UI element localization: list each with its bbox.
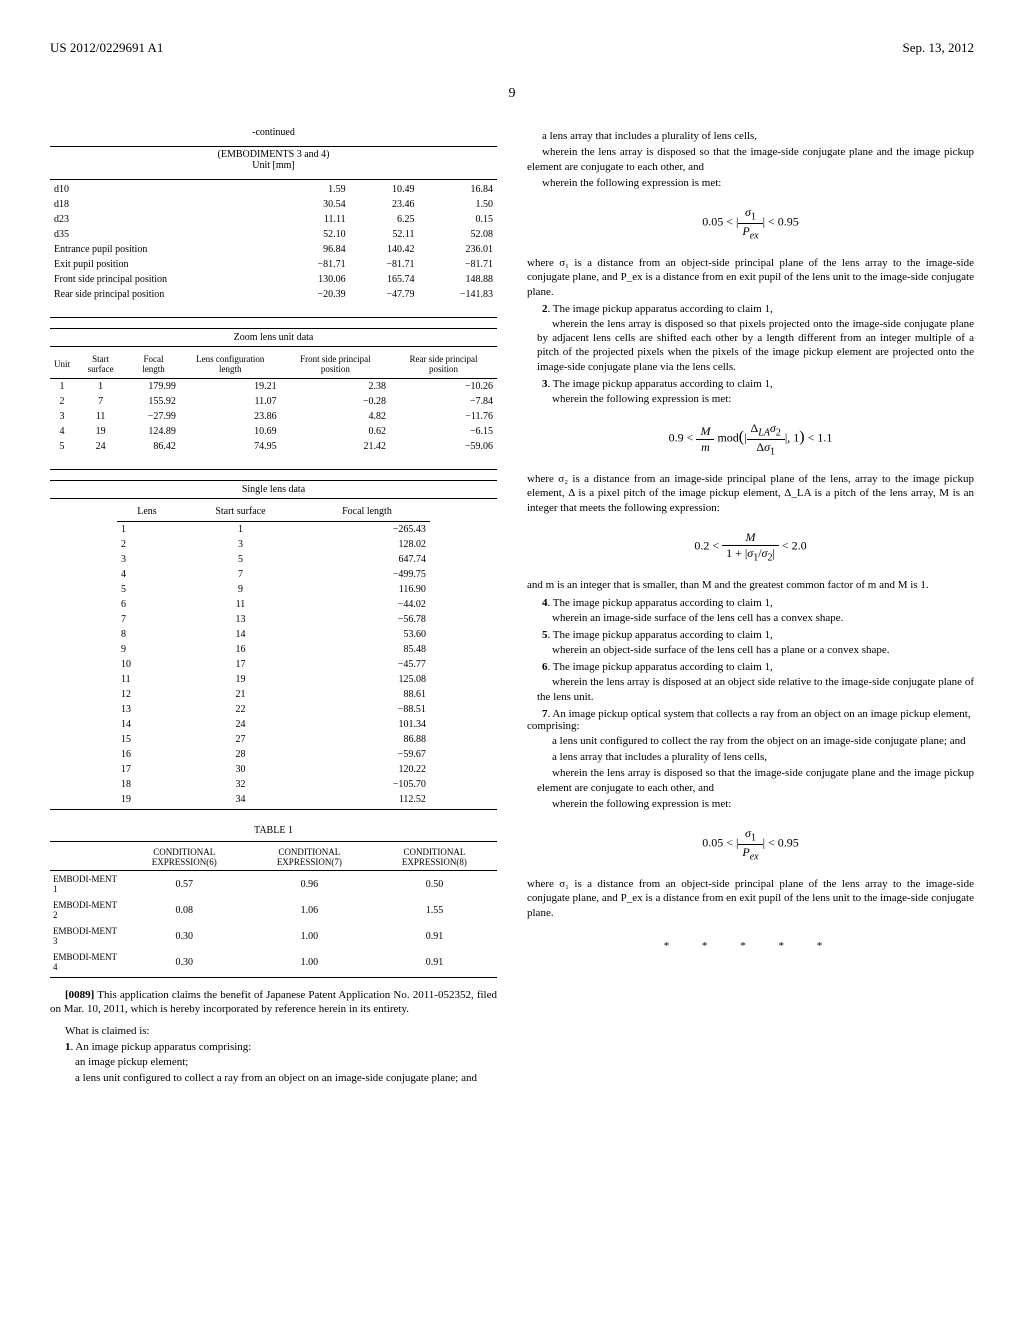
single-lens-table: LensStart surfaceFocal length 11−265.432… xyxy=(117,504,430,807)
claim-1c: a lens array that includes a plurality o… xyxy=(527,129,974,143)
table1-label: TABLE 1 xyxy=(50,825,497,836)
table-row: 311−27.9923.864.82−11.76 xyxy=(50,409,497,424)
table-row: Entrance pupil position96.84140.42236.01 xyxy=(50,242,497,257)
left-column: -continued (EMBODIMENTS 3 and 4) Unit [m… xyxy=(50,127,497,1085)
claim-1f: where σ₁ is a distance from an object-si… xyxy=(527,256,974,299)
table-row: 52486.4274.9521.42−59.06 xyxy=(50,439,497,454)
claim-7c: wherein the lens array is disposed so th… xyxy=(527,766,974,795)
content-columns: -continued (EMBODIMENTS 3 and 4) Unit [m… xyxy=(50,127,974,1085)
table-row: EMBODI-MENT 40.301.000.91 xyxy=(50,949,497,975)
table-row: Rear side principal position−20.39−47.79… xyxy=(50,287,497,302)
table-row: 713−56.78 xyxy=(117,612,430,627)
claim-1e: wherein the following expression is met: xyxy=(527,176,974,190)
table-row: 152786.88 xyxy=(117,732,430,747)
pub-number: US 2012/0229691 A1 xyxy=(50,40,163,56)
claim-4: 4. The image pickup apparatus according … xyxy=(527,597,974,609)
claim-7e: where σ₁ is a distance from an object-si… xyxy=(527,877,974,920)
table-row: Front side principal position130.06165.7… xyxy=(50,272,497,287)
claim-4a: wherein an image-side surface of the len… xyxy=(527,611,974,625)
claim-2a: wherein the lens array is disposed so th… xyxy=(527,317,974,374)
claim-2: 2. The image pickup apparatus according … xyxy=(527,303,974,315)
table-row: 1017−45.77 xyxy=(117,657,430,672)
para-num: [0089] xyxy=(65,989,94,1001)
pub-date: Sep. 13, 2012 xyxy=(903,40,975,56)
zoom-header: Zoom lens unit data xyxy=(50,328,497,347)
table-row: 11179.9919.212.38−10.26 xyxy=(50,379,497,395)
claim-7a: a lens unit configured to collect the ra… xyxy=(527,734,974,748)
table-row: 11−265.43 xyxy=(117,522,430,538)
table-row: EMBODI-MENT 30.301.000.91 xyxy=(50,923,497,949)
table-row: 27155.9211.07−0.28−7.84 xyxy=(50,394,497,409)
claim-3b: where σ₂ is a distance from an image-sid… xyxy=(527,472,974,515)
claim-7d: wherein the following expression is met: xyxy=(527,797,974,811)
table-row: 1832−105.70 xyxy=(117,777,430,792)
table-row: EMBODI-MENT 20.081.061.55 xyxy=(50,897,497,923)
formula-2: 0.9 < Mm mod(|ΔLAσ2Δσ1|, 1) < 1.1 xyxy=(527,421,974,457)
claim-5a: wherein an object-side surface of the le… xyxy=(527,643,974,657)
table-row: 91685.48 xyxy=(117,642,430,657)
table-row: 35647.74 xyxy=(117,552,430,567)
what-claimed: What is claimed is: xyxy=(50,1025,497,1037)
continued-label: -continued xyxy=(50,127,497,138)
table-row: EMBODI-MENT 10.570.960.50 xyxy=(50,871,497,898)
table-row: 81453.60 xyxy=(117,627,430,642)
claim-5: 5. The image pickup apparatus according … xyxy=(527,629,974,641)
page-number: 9 xyxy=(50,86,974,102)
right-column: a lens array that includes a plurality o… xyxy=(527,127,974,1085)
claim-1a: an image pickup element; xyxy=(50,1055,497,1069)
table-row: 611−44.02 xyxy=(117,597,430,612)
claim-1d: wherein the lens array is disposed so th… xyxy=(527,145,974,174)
table-row: d3552.1052.1152.08 xyxy=(50,227,497,242)
para-0089: [0089] This application claims the benef… xyxy=(50,988,497,1017)
table-row: 1119125.08 xyxy=(117,672,430,687)
table-row: 1934112.52 xyxy=(117,792,430,807)
misc-data-table: d101.5910.4916.84d1830.5423.461.50d2311.… xyxy=(50,182,497,302)
table-row: 59116.90 xyxy=(117,582,430,597)
table-row: 419124.8910.690.62−6.15 xyxy=(50,424,497,439)
table-row: 1628−59.67 xyxy=(117,747,430,762)
table-row: 1322−88.51 xyxy=(117,702,430,717)
page-header: US 2012/0229691 A1 Sep. 13, 2012 xyxy=(50,40,974,56)
units-subtitle: (EMBODIMENTS 3 and 4) Unit [mm] xyxy=(50,149,497,171)
table-row: d1830.5423.461.50 xyxy=(50,197,497,212)
claim-3: 3. The image pickup apparatus according … xyxy=(527,378,974,390)
table-row: 1730120.22 xyxy=(117,762,430,777)
table-row: 47−499.75 xyxy=(117,567,430,582)
formula-1: 0.05 < |σ1Pex| < 0.95 xyxy=(527,205,974,241)
zoom-table: UnitStart surfaceFocal lengthLens config… xyxy=(50,352,497,454)
claim-1: 1. An image pickup apparatus comprising: xyxy=(50,1041,497,1053)
claim-6: 6. The image pickup apparatus according … xyxy=(527,661,974,673)
claim-3a: wherein the following expression is met: xyxy=(527,392,974,406)
claim-6a: wherein the lens array is disposed at an… xyxy=(527,675,974,704)
formula-3: 0.2 < M1 + |σ1/σ2| < 2.0 xyxy=(527,530,974,563)
claim-3c: and m is an integer that is smaller, tha… xyxy=(527,578,974,592)
para-text: This application claims the benefit of J… xyxy=(50,989,497,1015)
table-row: Exit pupil position−81.71−81.71−81.71 xyxy=(50,257,497,272)
table-row: d101.5910.4916.84 xyxy=(50,182,497,197)
table1: CONDITIONAL EXPRESSION(6)CONDITIONAL EXP… xyxy=(50,844,497,975)
table-row: 23128.02 xyxy=(117,537,430,552)
table-row: 122188.61 xyxy=(117,687,430,702)
formula-4: 0.05 < |σ1Pex| < 0.95 xyxy=(527,826,974,862)
claim-7b: a lens array that includes a plurality o… xyxy=(527,750,974,764)
single-header: Single lens data xyxy=(50,480,497,499)
table-row: d2311.116.250.15 xyxy=(50,212,497,227)
table-row: 1424101.34 xyxy=(117,717,430,732)
end-stars: * * * * * xyxy=(527,940,974,952)
claim-7: 7. An image pickup optical system that c… xyxy=(527,708,974,732)
claim-1b: a lens unit configured to collect a ray … xyxy=(50,1071,497,1085)
